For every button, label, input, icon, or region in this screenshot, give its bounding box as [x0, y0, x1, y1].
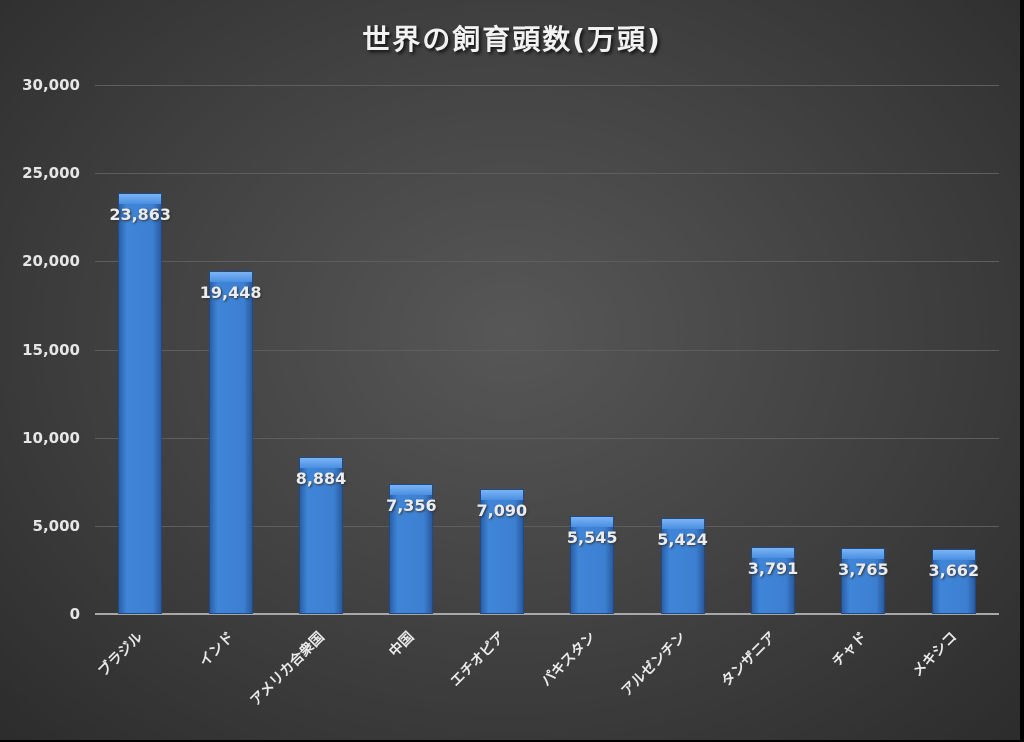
bar [660, 518, 705, 614]
bar [751, 547, 795, 614]
x-tick-label: アルゼンチン [618, 629, 689, 700]
data-label: 5,545 [566, 528, 618, 548]
x-tick-label: チャド [828, 629, 870, 670]
y-tick-label: 0 [69, 605, 80, 623]
data-label: 3,765 [838, 559, 889, 579]
bar [389, 484, 434, 614]
data-label: 23,863 [109, 205, 172, 225]
bar [299, 457, 343, 614]
y-tick-label: 5,000 [32, 516, 80, 535]
y-tick-label: 20,000 [22, 252, 80, 271]
x-tick-label: ブラジル [95, 629, 147, 680]
gridline [95, 437, 999, 439]
y-tick-label: 15,000 [22, 340, 80, 359]
data-label: 19,448 [199, 283, 262, 303]
data-label: 7,090 [476, 500, 528, 520]
bar [479, 488, 524, 614]
bar [118, 193, 163, 614]
x-tick-label: タンザニア [718, 629, 780, 690]
bar [841, 547, 886, 614]
gridline [95, 261, 999, 263]
bar [931, 549, 976, 614]
y-tick-label: 30,000 [22, 76, 80, 94]
y-tick-label: 25,000 [22, 164, 80, 183]
x-tick-label: パキスタン [538, 629, 599, 690]
gridline [95, 349, 999, 351]
data-label: 3,662 [928, 561, 980, 581]
x-tick-label: エチオピア [447, 629, 509, 690]
x-tick-label: アメリカ合衆国 [247, 629, 328, 710]
x-tick-label: インド [195, 629, 237, 671]
gridline [95, 525, 999, 527]
bar [570, 516, 615, 614]
bar [208, 271, 253, 614]
chart-title: 世界の飼育頭数(万頭) [362, 23, 662, 56]
data-label: 3,791 [747, 559, 799, 579]
data-label: 8,884 [295, 469, 347, 489]
x-tick-label: 中国 [386, 629, 418, 661]
gridline [95, 85, 999, 86]
gridline [95, 173, 999, 175]
x-axis-line [95, 613, 999, 615]
data-label: 5,424 [657, 530, 708, 550]
y-tick-label: 10,000 [22, 428, 80, 447]
data-label: 7,356 [386, 496, 437, 516]
x-tick-label: メキシコ [909, 629, 961, 680]
